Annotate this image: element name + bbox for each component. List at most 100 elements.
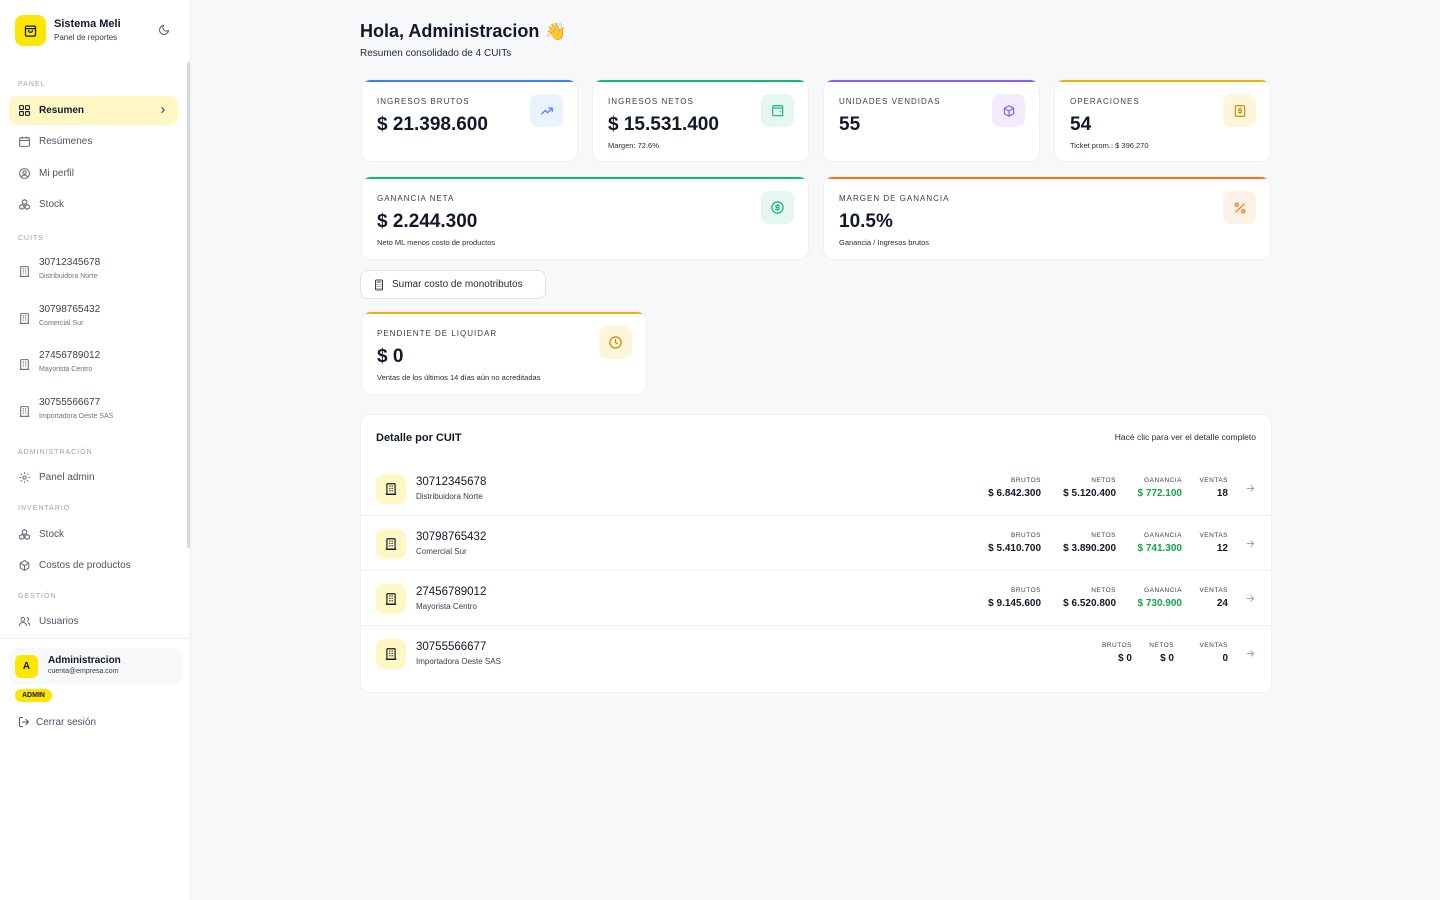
table-row[interactable]: 30798765432 Comercial Sur BRUTOS $ 5.410.… [361, 516, 1271, 571]
sidebar-divider [0, 638, 190, 639]
sidebar-item-label: Resúmenes [39, 136, 93, 147]
stat-net: NETOS $ 5.120.400 [1063, 477, 1116, 499]
greeting-text: Hola, Administracion [360, 21, 540, 41]
section-label-inventory: INVENTARIO [18, 505, 71, 512]
building-icon [19, 359, 30, 370]
kpi-card-margen: MARGEN DE GANANCIA 10.5% Ganancia / Ingr… [823, 176, 1271, 260]
boxes-icon [19, 198, 30, 211]
sidebar-scrollbar[interactable] [187, 62, 190, 548]
stat-gross: BRUTOS $ 9.145.600 [988, 587, 1041, 609]
section-label-admin: ADMINISTRACIÓN [18, 449, 93, 456]
kpi-card-operaciones: OPERACIONES 54 Ticket prom.: $ 396.270 [1054, 79, 1271, 162]
receipt-dollar-icon [1223, 94, 1256, 127]
stat-net: NETOS $ 6.520.800 [1063, 587, 1116, 609]
stat-sales: VENTAS 18 [1199, 477, 1228, 499]
building-icon [376, 529, 406, 559]
sidebar-cuit-item[interactable]: 30755566677 Importadora Oeste SAS [9, 393, 178, 431]
stat-sales: VENTAS 24 [1199, 587, 1228, 609]
role-badge: ADMIN [15, 689, 52, 702]
package-icon [19, 560, 30, 571]
logout-button[interactable]: Cerrar sesión [18, 714, 96, 730]
sidebar-cuit-item[interactable]: 27456789012 Mayorista Centro [9, 346, 178, 384]
section-label-management: GESTIÓN [18, 593, 57, 600]
trending-up-icon [530, 94, 563, 127]
sidebar-item-label: Stock [39, 199, 65, 210]
table-row[interactable]: 27456789012 Mayorista Centro BRUTOS $ 9.1… [361, 571, 1271, 626]
brand-subtitle: Panel de reportes [54, 33, 118, 42]
sidebar-item-usuarios[interactable]: Usuarios [9, 607, 178, 636]
sidebar-item-costos[interactable]: Costos de productos [9, 551, 178, 580]
kpi-card-ganancia-neta: GANANCIA NETA $ 2.244.300 Neto ML menos … [361, 176, 809, 260]
kpi-note: Neto ML menos costo de productos [377, 238, 496, 247]
building-icon [19, 406, 30, 417]
gear-icon [19, 472, 30, 483]
cuit-name: Importadora Oeste SAS [39, 413, 114, 420]
stat-net: NETOS $ 0 [1149, 642, 1174, 664]
sidebar-item-stock[interactable]: Stock [9, 190, 178, 219]
arrow-right-icon [1246, 595, 1255, 602]
stat-gross: BRUTOS $ 0 [1102, 642, 1132, 664]
kpi-label: GANANCIA NETA [377, 194, 455, 203]
stat-profit: GANANCIA $ 772.100 [1137, 477, 1183, 499]
percent-icon [1223, 191, 1256, 224]
sidebar-item-panel-admin[interactable]: Panel admin [9, 463, 178, 492]
sidebar-cuit-item[interactable]: 30798765432 Comercial Sur [9, 300, 178, 338]
row-cuit-name: Mayorista Centro [416, 602, 477, 611]
sidebar-item-label: Stock [39, 529, 65, 540]
cuit-number: 30755566677 [39, 397, 101, 408]
stat-profit: GANANCIA $ 741.300 [1137, 532, 1183, 554]
cuit-number: 30712345678 [39, 257, 101, 268]
kpi-note: Ticket prom.: $ 396.270 [1070, 141, 1149, 150]
stat-gross: BRUTOS $ 6.842.300 [988, 477, 1041, 499]
cuit-name: Mayorista Centro [39, 366, 93, 373]
section-label-cuits: CUITS [18, 235, 44, 242]
moon-icon[interactable] [158, 24, 172, 38]
kpi-card-pendiente: PENDIENTE DE LIQUIDAR $ 0 Ventas de los … [361, 311, 647, 395]
sidebar-item-stock-inventory[interactable]: Stock [9, 520, 178, 549]
cuit-name: Distribuidora Norte [39, 273, 98, 280]
kpi-note: Margen: 72.6% [608, 141, 659, 150]
add-monotributo-button[interactable]: Sumar costo de monotributos [360, 270, 546, 299]
row-cuit-name: Importadora Oeste SAS [416, 657, 501, 666]
avatar: A [15, 655, 38, 678]
user-email: cuenta@empresa.com [48, 668, 119, 675]
kpi-value: 10.5% [839, 211, 893, 232]
page-subtitle: Resumen consolidado de 4 CUITs [360, 48, 512, 59]
cuit-name: Comercial Sur [39, 320, 84, 327]
row-cuit-name: Distribuidora Norte [416, 492, 483, 501]
kpi-label: MARGEN DE GANANCIA [839, 194, 950, 203]
table-row[interactable]: 30712345678 Distribuidora Norte BRUTOS $ … [361, 461, 1271, 516]
kpi-value: $ 0 [377, 346, 404, 367]
building-icon [19, 313, 30, 324]
building-icon [376, 639, 406, 669]
cuit-number: 30798765432 [39, 304, 101, 315]
sidebar-item-label: Mi perfil [39, 168, 75, 179]
kpi-card-unidades-vendidas: UNIDADES VENDIDAS 55 [823, 79, 1040, 162]
section-label-panel: PANEL [18, 81, 46, 88]
cuit-number: 27456789012 [39, 350, 101, 361]
row-cuit-number: 30712345678 [416, 476, 487, 488]
add-monotributo-label: Sumar costo de monotributos [392, 279, 523, 290]
kpi-card-ingresos-brutos: INGRESOS BRUTOS $ 21.398.600 [361, 79, 578, 162]
stat-net: NETOS $ 3.890.200 [1063, 532, 1116, 554]
cube-icon [992, 94, 1025, 127]
building-icon [376, 474, 406, 504]
kpi-label: INGRESOS NETOS [608, 97, 694, 106]
sidebar-item-resumen[interactable]: Resumen [9, 96, 178, 125]
kpi-label: INGRESOS BRUTOS [377, 97, 470, 106]
kpi-note: Ventas de los últimos 14 días aún no acr… [377, 373, 541, 382]
sidebar-item-mi-perfil[interactable]: Mi perfil [9, 159, 178, 188]
building-icon [376, 584, 406, 614]
sidebar-cuit-item[interactable]: 30712345678 Distribuidora Norte [9, 253, 178, 291]
sidebar-item-label: Usuarios [39, 616, 79, 627]
arrow-right-icon [1246, 650, 1255, 657]
kpi-value: 54 [1070, 114, 1092, 135]
kpi-value: $ 21.398.600 [377, 114, 488, 135]
brand-name: Sistema Meli [54, 18, 121, 30]
row-cuit-number: 30755566677 [416, 641, 487, 653]
boxes-icon [19, 528, 30, 541]
wallet-icon [761, 94, 794, 127]
sidebar-item-resumenes[interactable]: Resúmenes [9, 127, 178, 156]
user-card[interactable]: A Administracion cuenta@empresa.com [9, 648, 182, 684]
table-row[interactable]: 30755566677 Importadora Oeste SAS BRUTOS… [361, 626, 1271, 681]
